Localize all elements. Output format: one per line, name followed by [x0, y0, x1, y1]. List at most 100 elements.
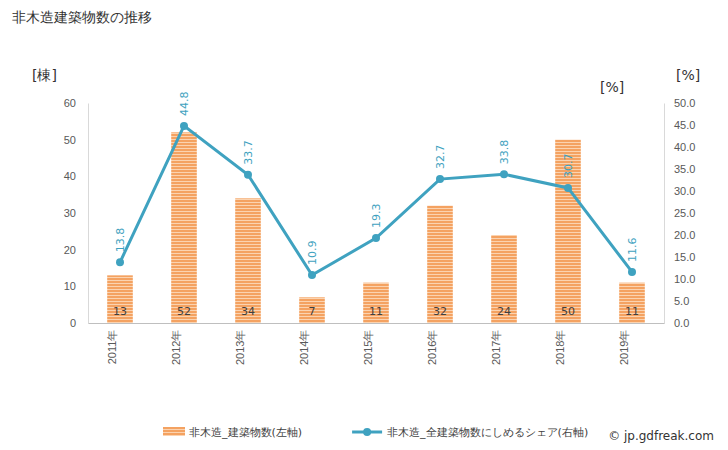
bar-label: 13 [113, 305, 127, 318]
title: 非木造建築物数の推移 [12, 9, 152, 25]
line-label: 11.6 [626, 237, 639, 262]
bar [299, 297, 325, 323]
y2-tick: 50.0 [664, 97, 695, 109]
line-label: 13.8 [114, 228, 127, 253]
y-axis-line [88, 104, 89, 324]
bar-label: 34 [241, 305, 255, 318]
y2-tick-label: 15.0 [674, 251, 695, 263]
bar [491, 235, 517, 323]
bar-label: 7 [309, 305, 316, 318]
y-tick-label: 60 [64, 97, 76, 109]
bar [555, 140, 581, 323]
y2-tick-label: 5.0 [674, 295, 689, 307]
bar-label: 11 [369, 305, 383, 318]
line-label: 33.7 [242, 140, 255, 165]
y2-tick: 10.0 [664, 273, 695, 285]
data-labels: 13 52 34 7 11 32 24 50 11 13.8 44.8 33.7 10.9 19.3 32.… [113, 91, 639, 318]
bar-label: 52 [177, 305, 191, 318]
legend-label: 非木造_全建築物数にしめるシェア(右軸) [387, 426, 588, 439]
x-tick-label: 2017年 [490, 330, 502, 365]
y2-tick: 20.0 [664, 229, 695, 241]
y-tick-label: 20 [64, 244, 76, 256]
line-label: 30.7 [562, 153, 575, 178]
y2-tick: 5.0 [664, 295, 689, 307]
line-point [628, 268, 636, 276]
x-tick: 2018年 [554, 323, 568, 365]
x-tick: 2016年 [426, 323, 440, 365]
plot-area [107, 122, 645, 323]
y-tick: 50 [64, 134, 88, 146]
line-point [116, 258, 124, 266]
legend: 非木造_建築物数(左軸) 非木造_全建築物数にしめるシェア(右軸) [163, 426, 588, 439]
y-axis: 0102030405060 [64, 97, 89, 329]
y2-tick-label: 30.0 [674, 185, 695, 197]
legend-label: 非木造_建築物数(左軸) [189, 426, 302, 439]
y-axis-title: [棟] [32, 67, 57, 83]
y2-axis-title: [%] [676, 67, 700, 83]
line-point [244, 171, 252, 179]
legend-item: 非木造_建築物数(左軸) [163, 426, 302, 439]
bar [235, 198, 261, 323]
x-tick: 2012年 [170, 323, 184, 365]
legend-marker [363, 428, 371, 436]
x-tick-label: 2014年 [298, 330, 310, 365]
y-tick: 30 [64, 207, 88, 219]
x-tick-label: 2011年 [106, 330, 118, 365]
bar-label: 24 [497, 305, 511, 318]
x-tick-label: 2018年 [554, 330, 566, 365]
line-point [180, 122, 188, 130]
y-tick-label: 10 [64, 280, 76, 292]
x-tick: 2013年 [234, 323, 248, 365]
y2-tick-label: 45.0 [674, 119, 695, 131]
line-label: 32.7 [434, 145, 447, 170]
legend-swatch [163, 427, 185, 436]
y-tick-label: 30 [64, 207, 76, 219]
y2-tick-label: 0.0 [674, 317, 689, 329]
bar-label: 32 [433, 305, 447, 318]
y2-tick-label: 50.0 [674, 97, 695, 109]
x-tick-label: 2016年 [426, 330, 438, 365]
x-tick-label: 2015年 [362, 330, 374, 365]
y2-axis-title-inner: [%] [600, 79, 624, 95]
y2-tick: 45.0 [664, 119, 695, 131]
line-point [564, 184, 572, 192]
y2-tick-label: 40.0 [674, 141, 695, 153]
legend-item: 非木造_全建築物数にしめるシェア(右軸) [352, 426, 588, 439]
annotation: © jp.gdfreak.com [608, 429, 714, 443]
y2-tick-label: 25.0 [674, 207, 695, 219]
y-tick-label: 50 [64, 134, 76, 146]
y2-tick: 0.0 [664, 317, 689, 329]
y2-tick: 25.0 [664, 207, 695, 219]
y2-tick-label: 10.0 [674, 273, 695, 285]
x-axis-line [89, 323, 665, 324]
x-tick: 2011年 [106, 323, 120, 364]
y-tick: 20 [64, 244, 88, 256]
bar-label: 50 [561, 305, 575, 318]
y2-tick: 30.0 [664, 185, 695, 197]
y-tick: 10 [64, 280, 88, 292]
line-point [500, 170, 508, 178]
line-label: 44.8 [178, 91, 191, 116]
line-point [372, 234, 380, 242]
line-point [436, 175, 444, 183]
x-axis: 2011年 2012年 2013年 2014年 2015年 2016年 2017年 2018年… [89, 323, 665, 365]
y-tick: 0 [70, 317, 88, 329]
bar-label: 11 [625, 305, 639, 318]
line-label: 19.3 [370, 204, 383, 229]
x-tick: 2019年 [618, 323, 632, 365]
line-point [308, 271, 316, 279]
bar [107, 275, 133, 323]
x-tick: 2017年 [490, 323, 504, 365]
x-tick-label: 2012年 [170, 330, 182, 365]
line-label: 10.9 [306, 241, 319, 265]
y2-tick-label: 35.0 [674, 163, 695, 175]
x-tick-label: 2013年 [234, 330, 246, 365]
bar [619, 283, 645, 323]
y-tick-label: 0 [70, 317, 76, 329]
line [120, 126, 632, 275]
y2-axis: 0.0 5.0 10.0 15.0 20.0 25.0 30.0 35.0 40.0 45.0 50… [664, 97, 695, 329]
y-tick: 60 [64, 97, 88, 109]
y2-tick-label: 20.0 [674, 229, 695, 241]
bar [171, 132, 197, 323]
x-tick-label: 2019年 [618, 330, 630, 365]
